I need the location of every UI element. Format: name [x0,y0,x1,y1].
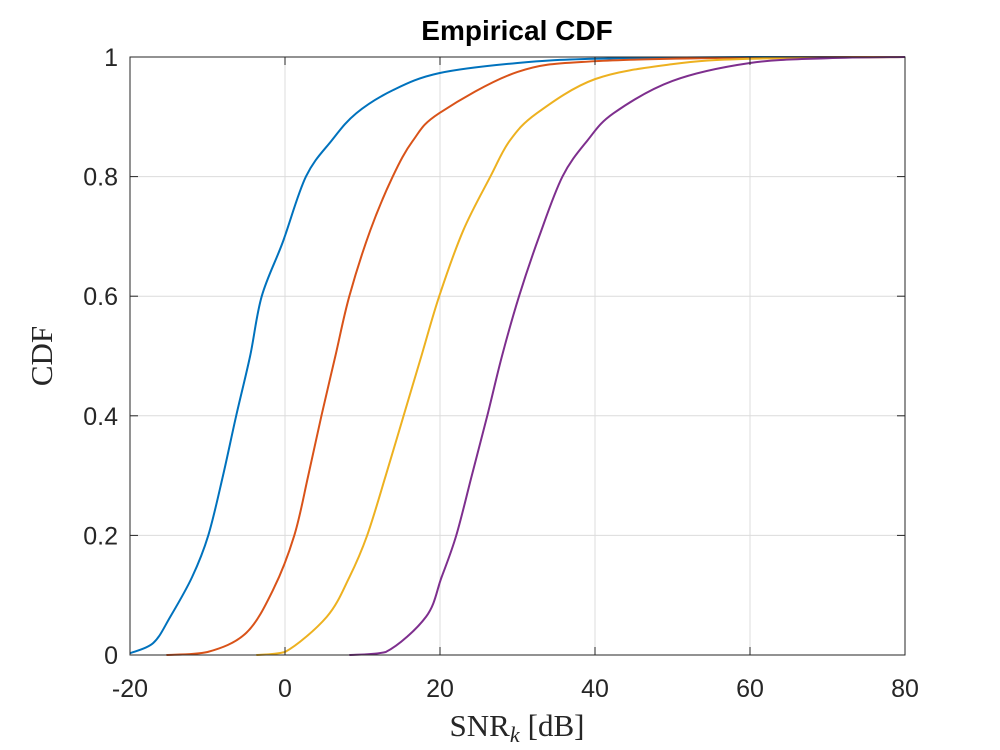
cdf-series-3 [256,56,906,656]
y-tick-labels: 0 0.2 0.4 0.6 0.8 1 [83,44,118,670]
x-tick-label: 40 [581,675,609,703]
x-label-unit: [dB] [528,708,585,743]
grid-lines [129,56,906,656]
y-tick-label: 0 [104,642,118,670]
y-tick-label: 0.8 [83,164,118,192]
cdf-series-1 [129,55,905,655]
x-label-main: SNR [450,708,511,743]
cdf-series-2 [166,56,906,656]
x-tick-label: 20 [426,675,454,703]
x-tick-label: -20 [112,675,148,703]
y-tick-label: 0.2 [83,522,118,550]
x-tick-label: 0 [278,675,292,703]
x-axis-label: SNRk [dB] [450,708,585,747]
series-lines [129,55,906,656]
tick-marks [129,56,906,656]
x-tick-label: 80 [891,675,919,703]
y-tick-label: 0.4 [83,403,118,431]
x-label-subscript: k [510,722,521,747]
y-tick-label: 1 [104,44,118,72]
y-axis-label: CDF [24,326,59,386]
y-tick-label: 0.6 [83,283,118,311]
x-tick-labels: -20 0 20 40 60 80 [112,675,919,703]
x-tick-label: 60 [736,675,764,703]
plot-area-border [129,56,906,656]
cdf-series-4 [349,56,906,656]
chart-title: Empirical CDF [421,15,612,46]
